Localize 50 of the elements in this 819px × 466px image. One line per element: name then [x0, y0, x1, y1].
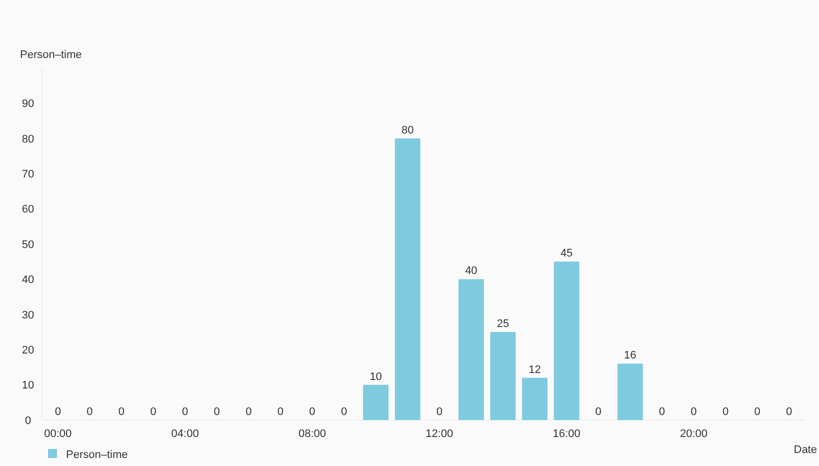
- data-label: 25: [496, 318, 510, 330]
- data-label: 10: [370, 370, 382, 383]
- x-tick-label: 04:00: [171, 428, 199, 440]
- bar: [394, 138, 420, 420]
- data-label: 40: [465, 265, 478, 278]
- data-label: 45: [560, 248, 573, 260]
- data-label: 0: [754, 406, 760, 418]
- y-tick-label: 10: [22, 380, 34, 392]
- y-tick-label: 70: [22, 168, 34, 180]
- x-axis-title: Date: [794, 444, 817, 456]
- data-label: 0: [246, 406, 252, 418]
- bar: [490, 332, 516, 420]
- data-label: 0: [722, 406, 729, 418]
- data-label: 0: [309, 406, 316, 418]
- data-label: 12: [528, 364, 541, 376]
- y-tick-label: 0: [24, 414, 32, 427]
- data-label: 0: [214, 406, 220, 418]
- data-label: 0: [690, 406, 697, 418]
- x-tick-label: 00:00: [44, 428, 72, 440]
- data-label: 0: [340, 406, 348, 418]
- data-label: 0: [182, 406, 188, 418]
- bar: [458, 279, 484, 420]
- bar: [617, 364, 643, 420]
- data-label: 16: [624, 350, 636, 362]
- x-tick-label: 20:00: [680, 428, 708, 440]
- x-tick-label: 12:00: [426, 428, 454, 440]
- data-label: 0: [436, 406, 442, 418]
- bar: [522, 378, 548, 420]
- data-label: 0: [86, 406, 93, 418]
- data-label: 0: [150, 406, 156, 418]
- y-tick-label: 90: [22, 98, 34, 110]
- data-label: 80: [401, 124, 414, 136]
- y-tick-label: 30: [22, 309, 34, 322]
- y-tick-label: 80: [22, 133, 34, 146]
- y-tick-label: 60: [22, 204, 34, 216]
- data-label: 0: [277, 406, 284, 418]
- data-label: 0: [595, 406, 602, 418]
- data-label: 0: [54, 406, 61, 418]
- x-tick-label: 08:00: [298, 428, 326, 440]
- y-tick-label: 40: [22, 274, 34, 286]
- data-label: 0: [658, 406, 665, 418]
- x-tick-label: 16:00: [552, 428, 580, 440]
- data-label: 0: [786, 406, 792, 418]
- y-axis-title: Person–time: [20, 49, 82, 61]
- bar: [554, 262, 580, 420]
- data-label: 0: [118, 406, 125, 418]
- y-tick-label: 50: [22, 238, 34, 251]
- bar: [363, 384, 389, 420]
- legend-label: Person–time: [66, 449, 128, 461]
- y-tick-label: 20: [22, 344, 34, 356]
